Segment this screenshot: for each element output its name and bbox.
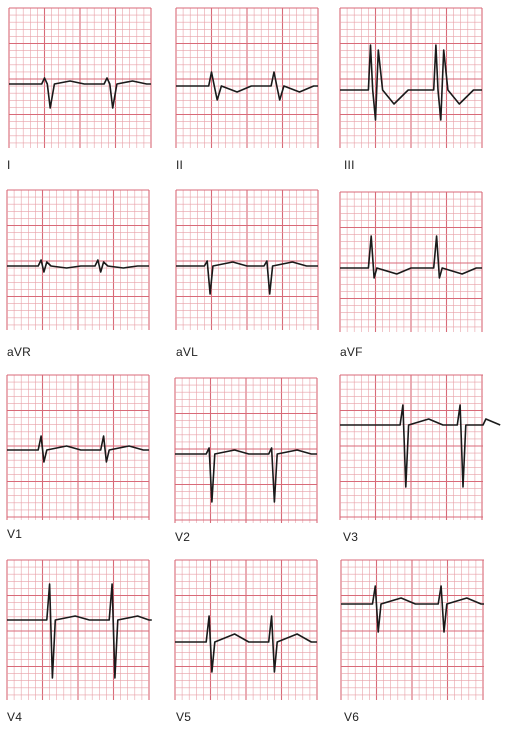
ecg-gridlines <box>174 559 318 700</box>
ecg-trace-v2 <box>175 447 317 503</box>
ecg-panel-ii <box>175 7 319 148</box>
ecg-trace-i <box>9 77 151 109</box>
ecg-grid-avf <box>339 191 483 332</box>
ecg-grid-v5 <box>174 559 318 700</box>
lead-label-i: I <box>7 158 11 172</box>
ecg-gridlines <box>175 7 319 148</box>
ecg-grid-avl <box>175 189 319 330</box>
ecg-panel-i <box>8 7 152 148</box>
lead-label-v1: V1 <box>7 527 23 541</box>
ecg-panel-avf <box>339 191 483 332</box>
ecg-gridlines <box>339 7 483 148</box>
ecg-panel-avr <box>6 189 150 330</box>
lead-label-v6: V6 <box>344 710 360 724</box>
ecg-grid-v6 <box>340 559 484 700</box>
ecg-panel-avl <box>175 189 319 330</box>
ecg-gridlines <box>175 189 319 330</box>
ecg-gridlines <box>8 7 152 148</box>
ecg-gridlines <box>6 559 150 700</box>
ecg-panel-v6 <box>340 559 484 700</box>
ecg-trace-ii <box>176 71 318 101</box>
ecg-gridlines <box>339 374 483 520</box>
ecg-grid-v4 <box>6 559 152 700</box>
lead-label-ii: II <box>176 158 184 172</box>
ecg-grid-ii <box>175 7 319 148</box>
lead-label-avr: aVR <box>7 345 31 359</box>
ecg-grid-i <box>8 7 152 148</box>
ecg-panel-v4 <box>6 559 152 700</box>
ecg-gridlines <box>6 189 150 330</box>
ecg-gridlines <box>340 559 484 700</box>
lead-label-v2: V2 <box>175 530 191 544</box>
ecg-trace-v1 <box>7 435 149 463</box>
lead-label-iii: III <box>344 158 355 172</box>
lead-label-v5: V5 <box>176 710 192 724</box>
ecg-trace-v3 <box>340 404 501 488</box>
ecg-gridlines <box>174 377 318 523</box>
ecg-panel-v3 <box>339 374 501 520</box>
ecg-trace-avl <box>176 260 318 295</box>
ecg-trace-v4 <box>7 583 152 679</box>
lead-label-v3: V3 <box>343 530 359 544</box>
ecg-grid-v3 <box>339 374 501 520</box>
ecg-grid-iii <box>339 7 483 148</box>
ecg-gridlines <box>6 374 150 520</box>
ecg-trace-v5 <box>175 615 317 673</box>
ecg-panel-v2 <box>174 377 318 523</box>
ecg-trace-avf <box>340 235 482 279</box>
ecg-grid-v1 <box>6 374 150 520</box>
ecg-panel-v1 <box>6 374 150 520</box>
lead-label-avf: aVF <box>340 345 363 359</box>
ecg-grid-avr <box>6 189 150 330</box>
ecg-trace-v6 <box>341 585 484 633</box>
ecg-gridlines <box>339 191 483 332</box>
lead-label-v4: V4 <box>7 710 23 724</box>
ecg-panel-v5 <box>174 559 318 700</box>
ecg-trace-iii <box>340 44 482 121</box>
ecg-grid-v2 <box>174 377 318 523</box>
ecg-panel-iii <box>339 7 483 148</box>
ecg-trace-avr <box>7 259 149 273</box>
lead-label-avl: aVL <box>176 345 198 359</box>
